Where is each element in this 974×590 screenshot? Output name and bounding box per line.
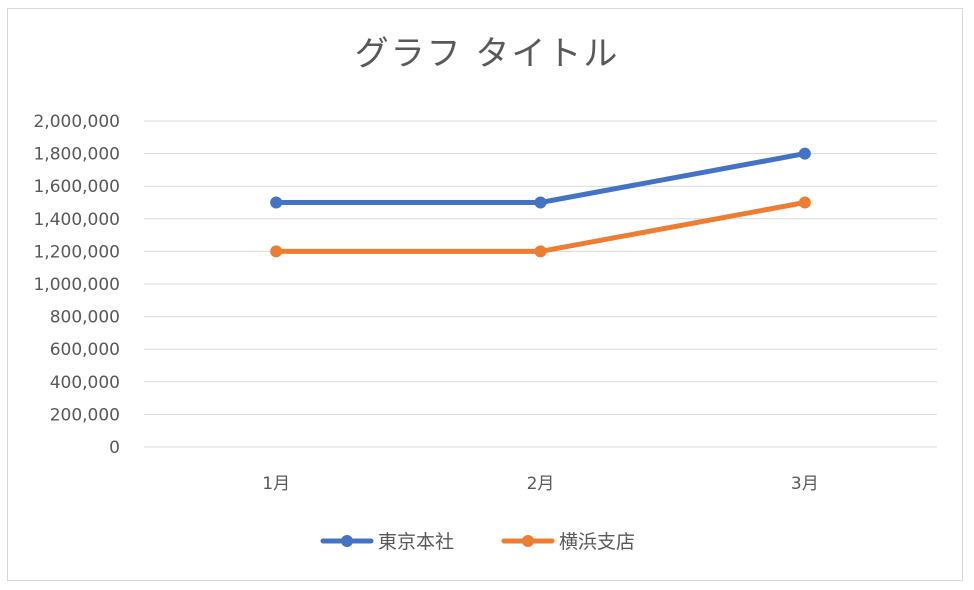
y-tick-label: 800,000 xyxy=(50,308,120,328)
series-layer xyxy=(270,147,811,258)
data-point xyxy=(270,196,283,209)
y-tick-label: 2,000,000 xyxy=(33,112,120,132)
y-tick-label: 0 xyxy=(109,438,120,458)
chart-frame xyxy=(7,8,963,581)
chart-title: グラフ タイトル xyxy=(355,34,620,74)
y-tick-label: 600,000 xyxy=(50,340,120,360)
y-axis-ticks: 0 200,000 400,000 600,000 800,000 1,000,000 1,… xyxy=(33,112,120,458)
x-axis-ticks: 1月 2月 3月 xyxy=(262,474,818,494)
legend-swatch-marker xyxy=(522,535,534,547)
y-tick-label: 400,000 xyxy=(50,373,120,393)
x-tick-label: 2月 xyxy=(527,474,555,494)
legend: 東京本社 横浜支店 xyxy=(320,531,635,553)
legend-label: 横浜支店 xyxy=(559,531,635,553)
y-tick-label: 1,400,000 xyxy=(33,210,120,230)
x-tick-label: 1月 xyxy=(262,474,290,494)
y-tick-label: 1,000,000 xyxy=(33,275,120,295)
y-tick-label: 1,600,000 xyxy=(33,177,120,197)
y-tick-label: 1,800,000 xyxy=(33,145,120,165)
x-tick-label: 3月 xyxy=(791,474,819,494)
data-point xyxy=(270,245,283,258)
grid-layer xyxy=(144,120,937,448)
y-tick-label: 200,000 xyxy=(50,405,120,425)
y-tick-label: 1,200,000 xyxy=(33,242,120,262)
series-line xyxy=(273,200,808,254)
series-line xyxy=(273,151,808,205)
legend-label: 東京本社 xyxy=(378,531,454,553)
legend-swatch-marker xyxy=(341,535,353,547)
data-point xyxy=(534,245,547,258)
data-point xyxy=(534,196,547,209)
data-point xyxy=(798,196,811,209)
data-point xyxy=(798,147,811,160)
